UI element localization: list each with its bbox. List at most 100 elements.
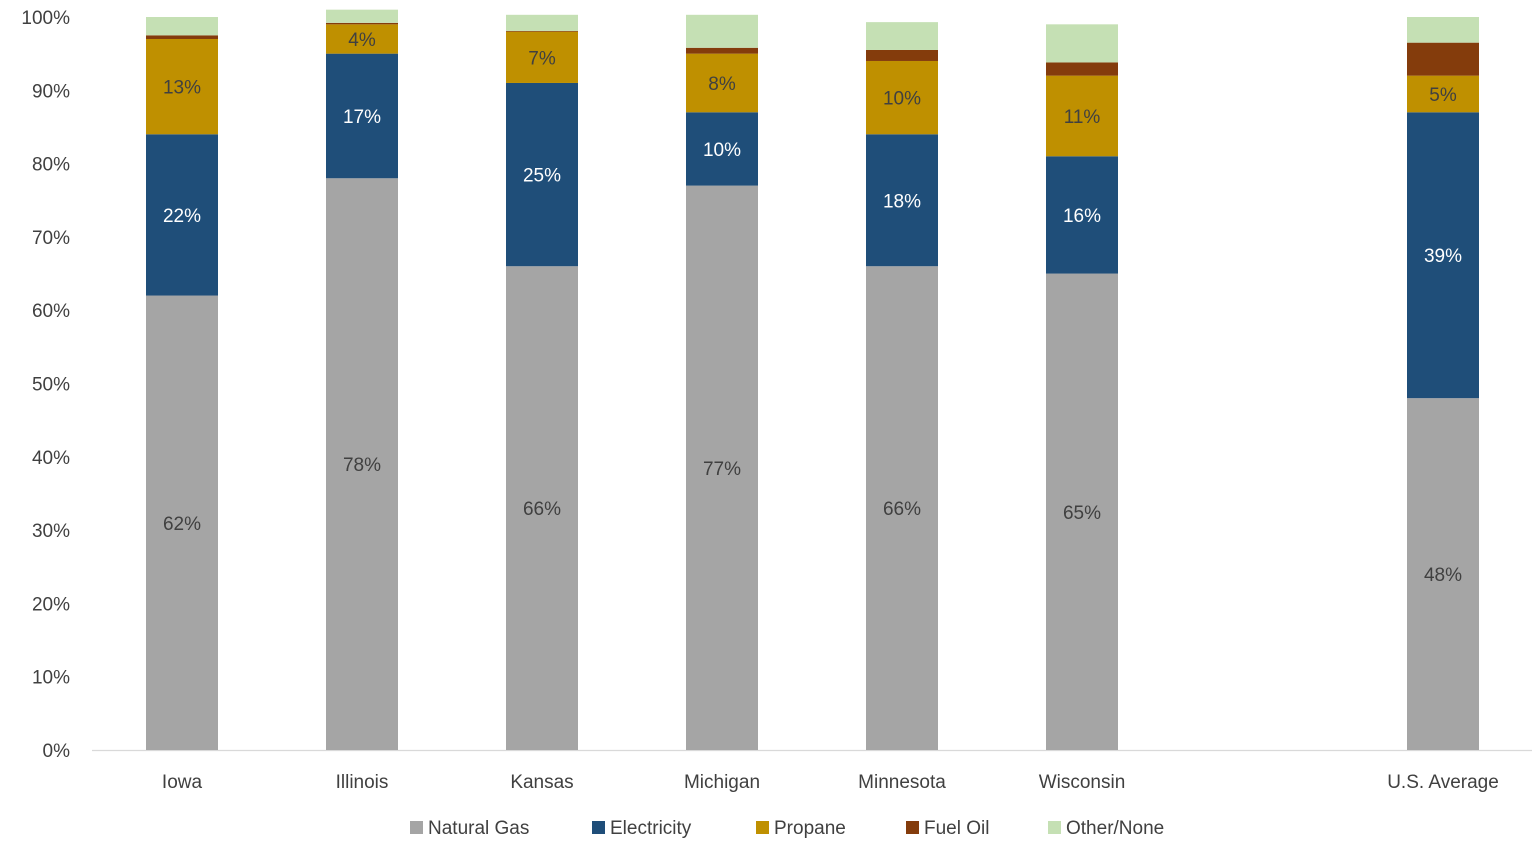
y-axis: 0% 10% 20% 30% 40% 50% 60% 70% 80% 90% 100% [21, 8, 70, 762]
legend-swatch [1048, 821, 1061, 834]
y-tick-label: 90% [32, 81, 70, 102]
category-label-illinois: Illinois [336, 772, 389, 793]
bar-segment-fuel-oil [146, 35, 218, 39]
bar-segment-other-none [326, 9, 398, 23]
bar-segment-electricity [146, 134, 218, 296]
data-label-electricity: 39% [1424, 246, 1462, 267]
bar-stack-illinois: 78% 17% 4% [326, 9, 398, 750]
legend-label: Fuel Oil [924, 818, 989, 839]
legend-swatch [756, 821, 769, 834]
bar-segment-natural-gas [146, 295, 218, 750]
data-label-natural-gas: 77% [703, 459, 741, 480]
data-label-electricity: 16% [1063, 206, 1101, 227]
legend-label: Other/None [1066, 818, 1164, 839]
y-tick-label: 10% [32, 668, 70, 689]
data-label-electricity: 10% [703, 140, 741, 161]
y-tick-label: 60% [32, 301, 70, 322]
bar-segment-fuel-oil [326, 22, 398, 25]
category-label-kansas: Kansas [510, 772, 573, 793]
data-label-natural-gas: 66% [523, 499, 561, 520]
bar-segment-propane [326, 24, 398, 54]
bar-segment-electricity [1046, 156, 1118, 274]
data-label-natural-gas: 78% [343, 455, 381, 476]
data-label-propane: 7% [528, 48, 556, 69]
bar-segment-other-none [866, 22, 938, 50]
category-label-wisconsin: Wisconsin [1039, 772, 1126, 793]
y-tick-label: 70% [32, 228, 70, 249]
y-tick-label: 30% [32, 521, 70, 542]
data-label-electricity: 22% [163, 206, 201, 227]
data-label-natural-gas: 48% [1424, 565, 1462, 586]
bar-segment-electricity [686, 112, 758, 186]
bar-segment-propane [146, 38, 218, 135]
bar-segment-natural-gas [1046, 273, 1118, 750]
bar-segment-electricity [1407, 112, 1479, 399]
y-tick-label: 100% [21, 8, 70, 29]
data-label-electricity: 25% [523, 166, 561, 187]
bar-segment-electricity [326, 53, 398, 179]
bar-segment-natural-gas [1407, 398, 1479, 750]
bar-segment-fuel-oil [1046, 62, 1118, 76]
legend-item-propane: Propane [756, 818, 846, 839]
bar-segment-other-none [686, 14, 758, 48]
data-label-natural-gas: 66% [883, 499, 921, 520]
category-label-iowa: Iowa [162, 772, 203, 793]
data-label-electricity: 18% [883, 191, 921, 212]
bar-segment-other-none [1046, 24, 1118, 63]
bar-segment-fuel-oil [686, 47, 758, 54]
bar-segment-natural-gas [326, 178, 398, 750]
bar-segment-electricity [866, 134, 938, 267]
data-label-natural-gas: 62% [163, 514, 201, 535]
legend-swatch [592, 821, 605, 834]
bar-segment-propane [1046, 75, 1118, 157]
bar-segment-fuel-oil [506, 30, 578, 32]
legend-item-fuel-oil: Fuel Oil [906, 818, 989, 839]
legend-item-other-none: Other/None [1048, 818, 1164, 839]
bar-segment-propane [506, 31, 578, 83]
category-label-minnesota: Minnesota [858, 772, 946, 793]
legend-label: Propane [774, 818, 846, 839]
data-label-propane: 10% [883, 89, 921, 110]
x-axis: Iowa Illinois Kansas Michigan Minnesota Wisco… [92, 749, 1532, 793]
data-label-propane: 4% [348, 30, 376, 51]
legend-swatch [906, 821, 919, 834]
y-tick-label: 80% [32, 155, 70, 176]
category-label-u-s-average: U.S. Average [1387, 772, 1499, 793]
y-tick-label: 50% [32, 375, 70, 396]
data-label-propane: 8% [708, 74, 736, 95]
bars-layer: 62% 22% 13% 78% 17% 4% 66% 25% 7% 77% 10% 8% 66% 18% 1… [146, 9, 1479, 751]
legend-label: Natural Gas [428, 818, 529, 839]
bar-stack-kansas: 66% 25% 7% [506, 14, 578, 750]
bar-segment-natural-gas [866, 266, 938, 750]
bar-segment-propane [1407, 75, 1479, 113]
category-label-michigan: Michigan [684, 772, 760, 793]
bar-segment-other-none [1407, 17, 1479, 43]
bar-segment-propane [686, 53, 758, 113]
data-label-propane: 5% [1429, 85, 1457, 106]
bar-stack-wisconsin: 65% 16% 11% [1046, 24, 1118, 750]
bar-segment-other-none [146, 17, 218, 36]
bar-stack-minnesota: 66% 18% 10% [866, 22, 938, 750]
bar-segment-other-none [506, 14, 578, 31]
y-tick-label: 40% [32, 448, 70, 469]
legend-item-electricity: Electricity [592, 818, 692, 839]
bar-stack-iowa: 62% 22% 13% [146, 17, 218, 750]
bar-segment-natural-gas [686, 185, 758, 751]
legend-swatch [410, 821, 423, 834]
data-label-propane: 13% [163, 78, 201, 99]
bar-segment-electricity [506, 82, 578, 267]
y-tick-label: 0% [43, 741, 71, 762]
y-tick-label: 20% [32, 594, 70, 615]
bar-segment-fuel-oil [1407, 42, 1479, 76]
data-label-electricity: 17% [343, 107, 381, 128]
bar-segment-propane [866, 60, 938, 135]
data-label-natural-gas: 65% [1063, 503, 1101, 524]
bar-segment-fuel-oil [866, 49, 938, 61]
legend-label: Electricity [610, 818, 692, 839]
legend-item-natural-gas: Natural Gas [410, 818, 529, 839]
bar-stack-michigan: 77% 10% 8% [686, 14, 758, 751]
bar-segment-natural-gas [506, 266, 578, 750]
legend: Natural Gas Electricity Propane Fuel Oil Oth… [410, 818, 1164, 839]
